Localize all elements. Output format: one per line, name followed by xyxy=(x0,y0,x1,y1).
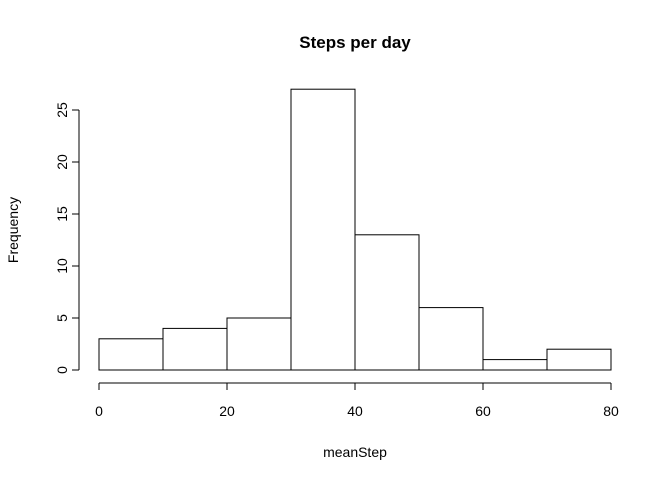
y-tick-label: 20 xyxy=(54,154,70,170)
y-axis: 0 5 10 15 20 25 xyxy=(54,102,80,374)
x-axis: 0 20 40 60 80 xyxy=(95,382,619,419)
x-tick-label: 20 xyxy=(219,403,235,419)
y-tick-label: 5 xyxy=(54,314,70,322)
x-tick-label: 0 xyxy=(95,403,103,419)
histogram-bar xyxy=(546,348,612,371)
bars-group xyxy=(98,88,612,371)
y-axis-title: Frequency xyxy=(5,197,21,263)
y-tick-label: 25 xyxy=(54,102,70,118)
x-tick-label: 40 xyxy=(347,403,363,419)
histogram-bar xyxy=(98,338,164,371)
histogram-bar xyxy=(162,327,228,371)
histogram-bar xyxy=(290,88,356,371)
histogram-bar xyxy=(418,307,484,371)
y-tick-label: 0 xyxy=(54,366,70,374)
histogram-bar xyxy=(482,359,548,371)
histogram-bar xyxy=(354,234,420,371)
y-tick-label: 15 xyxy=(54,206,70,222)
chart-title: Steps per day xyxy=(299,33,411,52)
y-tick-label: 10 xyxy=(54,258,70,274)
x-tick-label: 60 xyxy=(475,403,491,419)
x-axis-title: meanStep xyxy=(323,444,387,460)
x-tick-label: 80 xyxy=(603,403,619,419)
histogram-bar xyxy=(226,317,292,371)
